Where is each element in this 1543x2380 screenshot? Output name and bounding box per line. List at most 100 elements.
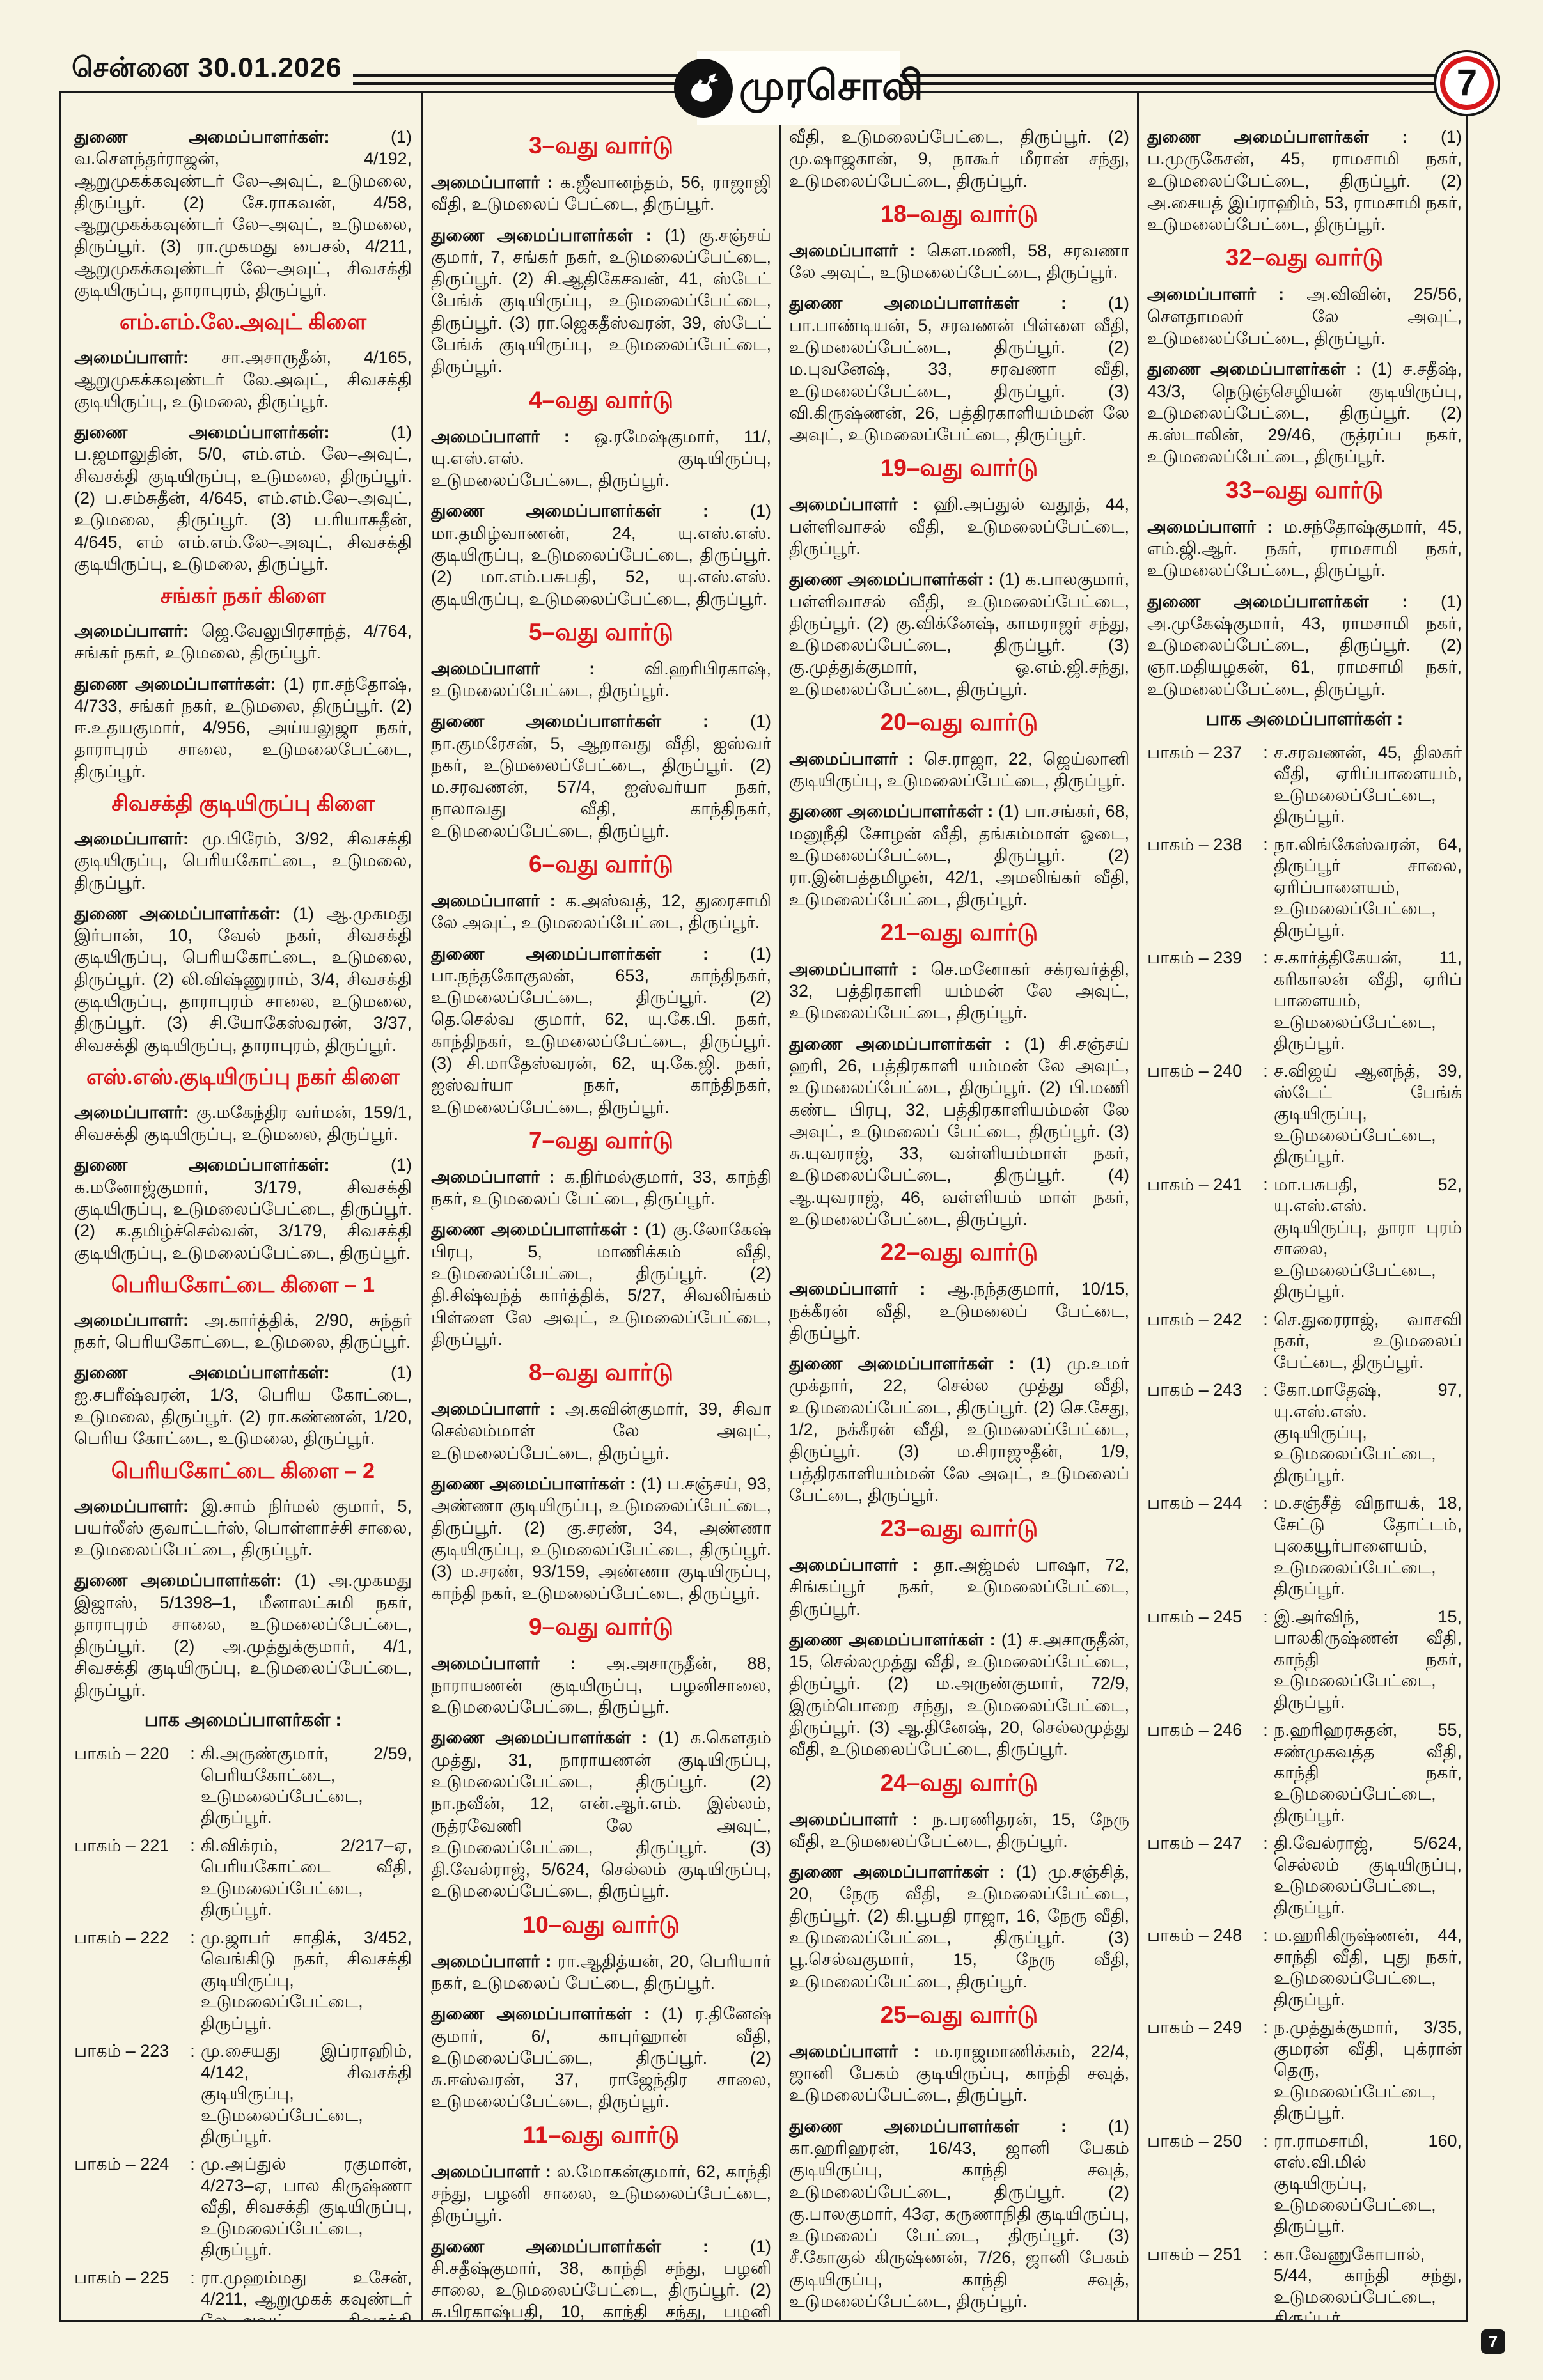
organizer-para: அமைப்பாளர் : ந.பரணிதரன், 15, நேரு வீதி, … [789, 1808, 1129, 1853]
role-label: துணை அமைப்பாளர்கள் : [431, 225, 665, 245]
part-entry: பாகம் – 243: கோ.மாதேஷ், 97, யு.எஸ்.எஸ். க… [1147, 1380, 1462, 1486]
role-label: அமைப்பாளர்: [74, 348, 222, 368]
ward-heading: 32–வது வார்டு [1225, 244, 1384, 271]
part-colon: : [1263, 742, 1268, 762]
para-text: (1) பா.சங்கர், 68, மனுநீதி சோழன் வீதி, த… [789, 802, 1129, 909]
column-1: துணை அமைப்பாளர்கள்: (1) வ.சௌந்தர்ராஜன், … [74, 93, 412, 2320]
organizer-para: அமைப்பாளர் : அ.கவின்குமார், 39, சிவா செல… [431, 1398, 771, 1464]
para-text: கு.மகேந்திர வர்மன், 159/1, சிவசக்தி குடி… [74, 1102, 412, 1144]
role-label: துணை அமைப்பாளர்கள் : [1147, 591, 1441, 611]
ward-heading: 23–வது வார்டு [880, 1515, 1038, 1542]
part-text: மு.சையது இப்ராஹிம், 4/142, சிவசக்தி குடி… [201, 2041, 412, 2146]
ward-heading: 19–வது வார்டு [880, 455, 1038, 481]
para-text: ஆ.நந்தகுமார், 10/15, நக்கீரன் வீதி, உடும… [789, 1279, 1129, 1342]
part-entry: பாகம் – 251: கா.வேணுகோபால், 5/44, காந்தி … [1147, 2244, 1462, 2320]
part-text: ச.கார்த்திகேயன், 11, கரிகாலன் வீதி, ஏரிப… [1274, 948, 1462, 1053]
part-number: பாகம் – 240 [1147, 1061, 1242, 1081]
part-text: ரா.முஹம்மது உசேன், 4/211, ஆறுமுகக் கவுண்… [201, 2267, 412, 2320]
ward-heading: 24–வது வார்டு [880, 1769, 1038, 1796]
para-text: (1) சி.சஞ்சய் ஹரி, 26, பத்திரகாளி யம்மன்… [789, 1034, 1129, 1229]
para-text: மு.பிரேம், 3/92, சிவசக்தி குடியிருப்பு, … [74, 829, 412, 892]
deputies-para: துணை அமைப்பாளர்கள் : (1) பா.பாண்டியன், 5… [789, 292, 1129, 446]
part-number: பாகம் – 224 [74, 2154, 169, 2174]
deputies-para: துணை அமைப்பாளர்கள் : (1) கு.லோகேஷ் பிரபு… [431, 1218, 771, 1350]
part-colon: : [1263, 2018, 1268, 2037]
ward-heading: 5–வது வார்டு [528, 618, 674, 645]
part-entry: பாகம் – 244: ம.சஞ்சீத் விநாயக், 18, சேட்ட… [1147, 1493, 1462, 1599]
para-text: (1) ச.அசாருதீன், 15, செல்லமுத்து வீதி, உ… [789, 1629, 1129, 1759]
part-number: பாகம் – 243 [1147, 1380, 1242, 1400]
part-colon: : [1263, 948, 1268, 968]
part-colon: : [1263, 1606, 1268, 1626]
organizer-para: அமைப்பாளர்: கு.மகேந்திர வர்மன், 159/1, ச… [74, 1101, 412, 1146]
part-text: ம.சஞ்சீத் விநாயக், 18, சேட்டு தோட்டம், ப… [1274, 1493, 1462, 1599]
column-4: துணை அமைப்பாளர்கள் : (1) ப.முருகேசன், 45… [1147, 93, 1462, 2320]
role-label: துணை அமைப்பாளர்கள் : [431, 1220, 645, 1240]
deputies-para: துணை அமைப்பாளர்கள்: (1) ஆ.முகமது இர்பான்… [74, 903, 412, 1056]
part-number: பாகம் – 246 [1147, 1720, 1242, 1740]
role-label: அமைப்பாளர் : [431, 891, 566, 911]
deputies-para: துணை அமைப்பாளர்கள் : (1) நா.குமரேசன், 5,… [431, 710, 771, 842]
role-label: அமைப்பாளர் : [789, 1279, 948, 1299]
para-text: (1) ரா.சந்தோஷ், 4/733, சங்கர் நகர், உடும… [74, 674, 412, 781]
part-number: பாகம் – 251 [1147, 2244, 1242, 2264]
ward-heading: 4–வது வார்டு [528, 386, 674, 413]
para-text: (1) அ.முகேஷ்குமார், 43, ராமசாமி நகர், உட… [1147, 591, 1462, 699]
para-text: (1) பா.பாண்டியன், 5, சரவணன் பிள்ளை வீதி,… [789, 293, 1129, 445]
part-colon: : [1263, 1061, 1268, 1081]
part-colon: : [190, 1744, 195, 1764]
deputies-para: துணை அமைப்பாளர்கள் : (1) மு.சஞ்சித், 20,… [789, 1861, 1129, 1993]
deputies-para: துணை அமைப்பாளர்கள் : (1) அ.முகேஷ்குமார்,… [1147, 591, 1462, 700]
para-text: (1) ஐ.சபரீஷ்வரன், 1/3, பெரிய கோட்டை, உடு… [74, 1363, 412, 1449]
branch-heading: சிவசக்தி குடியிருப்பு கிளை [111, 791, 375, 816]
para-text: செ.ராஜா, 22, ஜெய்லானி குடியிருப்பு, உடும… [789, 749, 1129, 791]
role-label: அமைப்பாளர் : [431, 1167, 565, 1186]
organizer-para: அமைப்பாளர் : கௌ.மணி, 58, சரவணா லே அவுட்,… [789, 240, 1129, 284]
para-text: (1) வ.சௌந்தர்ராஜன், 4/192, ஆறுமுகக்கவுண்… [74, 127, 412, 300]
para-text: ஜெ.வேலுபிரசாந்த், 4/764, சங்கர் நகர், உட… [74, 621, 412, 663]
column-3: வீதி, உடுமலைப்பேட்டை, திருப்பூர். (2) மு… [789, 93, 1129, 2320]
ward-heading: 21–வது வார்டு [880, 919, 1038, 945]
role-label: அமைப்பாளர்: [74, 621, 202, 641]
part-text: கி.விக்ரம், 2/217–ஏ, பெரியகோட்டை வீதி, உ… [201, 1835, 412, 1920]
para-text: (1) க.கௌதம் முத்து, 31, நாராயணன் குடியிர… [431, 1728, 771, 1901]
role-label: துணை அமைப்பாளர்கள் : [789, 293, 1108, 313]
part-text: ந.ஹரிஹரசுதன், 55, சண்முகவத்த வீதி, காந்த… [1274, 1720, 1462, 1825]
para-text: அ.விவின், 25/56, சௌதாமலர் லே அவுட், உடும… [1147, 284, 1462, 348]
branch-heading: எஸ்.எஸ்.குடியிருப்பு நகர் கிளை [86, 1064, 400, 1089]
organizer-para: அமைப்பாளர் : அ.விவின், 25/56, சௌதாமலர் ல… [1147, 283, 1462, 349]
branch-heading: பெரியகோட்டை கிளை – 2 [111, 1458, 375, 1483]
branch-heading: எம்.எம்.லே.அவுட் கிளை [119, 310, 367, 335]
para-text: ரா.ஆதித்யன், 20, பெரியார் நகர், உடுமலைப்… [431, 1951, 771, 1993]
part-text: இ.அர்விந், 15, பாலகிருஷ்ணன் வீதி, காந்தி… [1274, 1606, 1462, 1712]
column-2: 3–வது வார்டு அமைப்பாளர் : க.ஜீவானந்தம், 5… [431, 93, 771, 2320]
part-text: மு.ஜாபர் சாதிக், 3/452, வெங்கிடு நகர், ச… [201, 1927, 412, 2033]
organizer-para: அமைப்பாளர் : செ.மனோகர் சக்ரவர்த்தி, 32, … [789, 958, 1129, 1024]
part-entry: பாகம் – 245: இ.அர்விந், 15, பாலகிருஷ்ணன் … [1147, 1606, 1462, 1713]
part-colon: : [190, 2041, 195, 2061]
organizer-para: அமைப்பாளர் : செ.ராஜா, 22, ஜெய்லானி குடிய… [789, 748, 1129, 792]
organizer-para: அமைப்பாளர் : ஒ.ரமேஷ்குமார், 11/, யு.எஸ்.… [431, 426, 771, 492]
part-entry: பாகம் – 249: ந.முத்துக்குமார், 3/35, குமர… [1147, 2017, 1462, 2124]
deputies-para: துணை அமைப்பாளர்கள்: (1) ரா.சந்தோஷ், 4/73… [74, 673, 412, 782]
part-entry: பாகம் – 247: தி.வேல்ராஜ், 5/624, செல்லம் … [1147, 1833, 1462, 1918]
part-entry: பாகம் – 246: ந.ஹரிஹரசுதன், 55, சண்முகவத்த… [1147, 1720, 1462, 1826]
role-label: துணை அமைப்பாளர்கள்: [74, 127, 391, 146]
column-rule [779, 93, 781, 2320]
ward-heading: 6–வது வார்டு [528, 851, 674, 878]
role-label: துணை அமைப்பாளர்கள் : [431, 1728, 659, 1748]
para-text: (1) ஆ.முகமது இர்பான், 10, வேல் நகர், சிவ… [74, 903, 412, 1055]
part-colon: : [1263, 2131, 1268, 2151]
deputies-para: துணை அமைப்பாளர்கள் : (1) பா.சங்கர், 68, … [789, 800, 1129, 910]
organizer-para: அமைப்பாளர் : ம.சந்தோஷ்குமார், 45, எம்.ஜி… [1147, 516, 1462, 582]
para-text: (1) ப.ஜமாலுதின், 5/0, எம்.எம். லே–அவுட்,… [74, 423, 412, 573]
deputies-para: துணை அமைப்பாளர்கள் : (1) மு.உமர் முக்தார… [789, 1353, 1129, 1506]
role-label: துணை அமைப்பாளர்கள் : [1147, 359, 1372, 379]
role-label: அமைப்பாளர்: [74, 1496, 202, 1516]
deputies-para: துணை அமைப்பாளர்கள்: (1) ப.ஜமாலுதின், 5/0… [74, 421, 412, 575]
role-label: அமைப்பாளர்: [74, 1102, 196, 1122]
role-label: அமைப்பாளர் : [1147, 517, 1284, 536]
para-text: (1) மு.சஞ்சித், 20, நேரு வீதி, உடுமலைப்ப… [789, 1862, 1129, 1991]
part-text: ம.ஹரிகிருஷ்ணன், 44, சாந்தி வீதி, புது நக… [1274, 1925, 1462, 2009]
part-number: பாகம் – 250 [1147, 2131, 1242, 2151]
